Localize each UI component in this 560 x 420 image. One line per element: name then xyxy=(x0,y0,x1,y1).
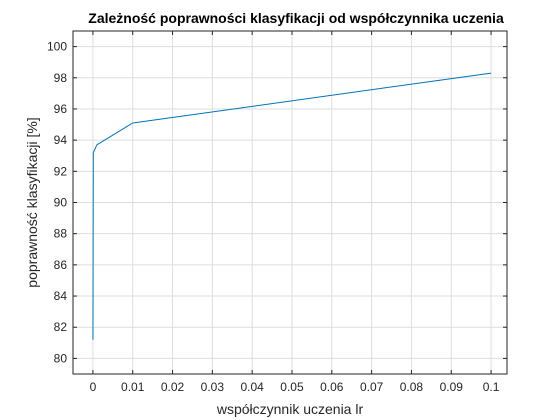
y-axis-label: poprawność klasyfikacji [%] xyxy=(24,117,40,287)
x-tick-label: 0.09 xyxy=(440,380,464,394)
x-tick-label: 0.04 xyxy=(240,380,264,394)
x-tick-labels: 0 0.01 0.02 0.03 0.04 0.05 0.06 0.07 0.08 0.09 0.1 xyxy=(90,380,500,394)
y-tick-label: 80 xyxy=(54,351,68,365)
x-tick-label: 0.01 xyxy=(121,380,145,394)
y-tick-label: 100 xyxy=(47,40,67,54)
y-tick-label: 90 xyxy=(54,196,68,210)
grid xyxy=(73,31,507,374)
y-tick-label: 86 xyxy=(54,258,68,272)
y-tick-label: 94 xyxy=(54,133,68,147)
x-axis-label: współczynnik uczenia lr xyxy=(216,401,364,417)
series-layer xyxy=(92,72,492,340)
y-tick-label: 92 xyxy=(54,164,68,178)
series-line-0 xyxy=(92,72,492,340)
ticks xyxy=(73,31,507,374)
y-tick-label: 82 xyxy=(54,320,68,334)
x-tick-label: 0.08 xyxy=(400,380,424,394)
x-tick-label: 0.03 xyxy=(201,380,225,394)
y-tick-label: 96 xyxy=(54,102,68,116)
y-tick-label: 98 xyxy=(54,71,68,85)
x-tick-label: 0.05 xyxy=(280,380,304,394)
x-tick-label: 0.06 xyxy=(320,380,344,394)
y-tick-label: 84 xyxy=(54,289,68,303)
x-tick-label: 0 xyxy=(90,380,97,394)
chart-title: Zależność poprawności klasyfikacji od ws… xyxy=(88,10,504,26)
x-tick-label: 0.02 xyxy=(161,380,185,394)
y-tick-labels: 80 82 84 86 88 90 92 94 96 98 100 xyxy=(47,40,67,366)
y-tick-label: 88 xyxy=(54,227,68,241)
x-tick-label: 0.1 xyxy=(483,380,500,394)
x-tick-label: 0.07 xyxy=(360,380,384,394)
